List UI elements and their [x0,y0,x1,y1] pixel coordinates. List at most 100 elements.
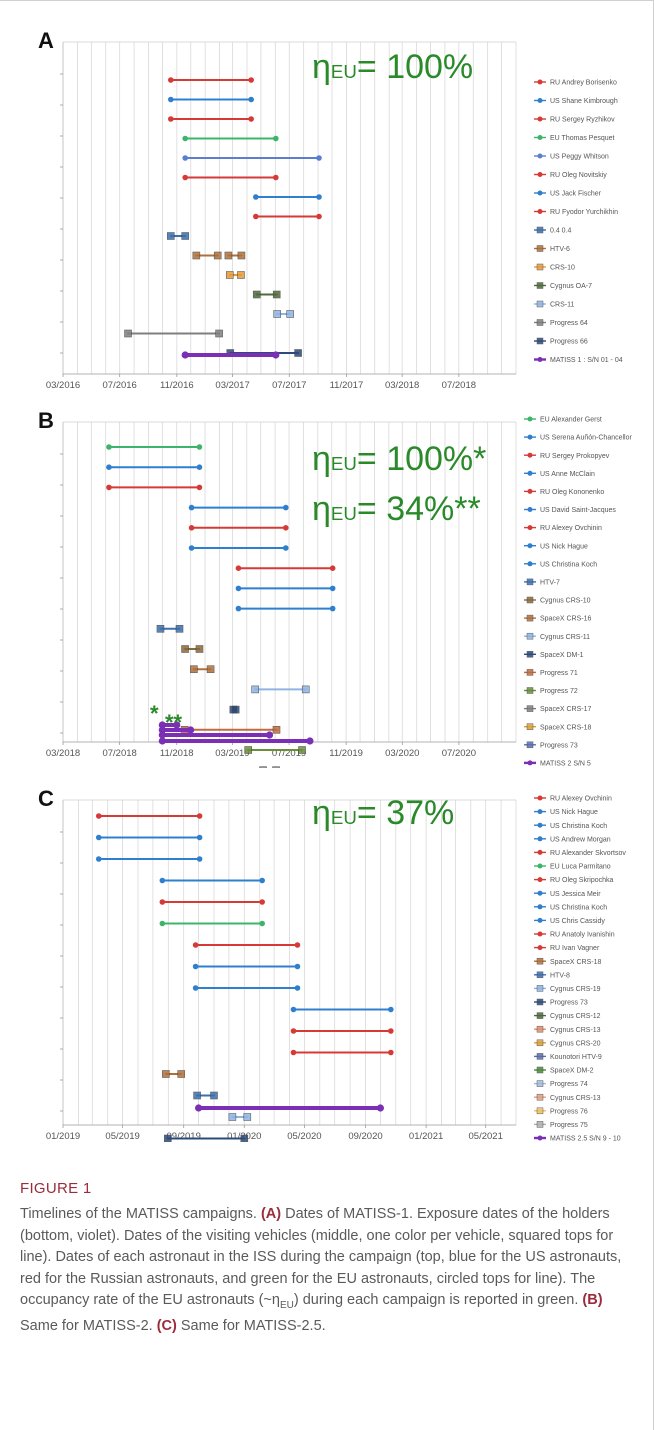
legend-label: SpaceX DM-1 [540,652,584,659]
series-endpoint-circle [158,726,166,734]
legend-marker-square [536,1012,544,1019]
series-endpoint-circle [95,856,102,862]
legend-label: Progress 66 [550,339,588,346]
series-endpoint-circle [290,1028,297,1034]
legend-label: RU Anatoly Ivanishin [550,932,615,939]
legend-marker-square [526,705,534,712]
legend-marker-circle [537,836,543,842]
legend-marker-square [536,1093,544,1101]
legend-marker-circle [537,209,543,214]
caption-segment: Dates of MATISS-1. Exposure dates of the… [20,1206,622,1308]
legend-label: SpaceX CRS-18 [550,959,601,966]
legend-label: 0.4 0.4 [550,228,572,235]
legend-label: Cygnus CRS-19 [550,986,601,993]
series-endpoint-square [244,746,252,754]
figure-label: FIGURE 1 [20,1180,92,1197]
series-endpoint-square [251,685,259,694]
legend-marker-square [536,998,544,1006]
series-endpoint-circle [329,585,336,592]
legend-label: Cygnus CRS-20 [550,1040,601,1047]
legend-marker-square [526,669,534,676]
x-tick-label: 03/2019 [215,748,249,759]
x-tick-label: 11/2018 [160,748,194,759]
series-endpoint-circle [188,525,195,531]
series-endpoint-circle [95,834,102,841]
legend-label: Progress 74 [550,1081,588,1088]
caption-segment: ) during each campaign is reported in gr… [293,1292,583,1308]
series-endpoint-circle [265,731,274,739]
series-endpoint-square [259,766,267,768]
series-endpoint-circle [235,585,242,592]
series-endpoint-square [210,1091,218,1100]
legend-label: SpaceX CRS-16 [540,616,591,623]
legend-label: HTV-7 [540,580,560,587]
legend-label: Cygnus CRS-10 [540,598,591,605]
legend-label: MATISS 2.5 S/N 9 - 10 [550,1136,621,1142]
series-endpoint-square [294,349,302,357]
caption-segment: Timelines of the MATISS campaigns. [20,1206,261,1222]
legend-marker-square [526,687,534,694]
series-endpoint-circle [158,721,166,729]
legend-marker-square [526,651,534,658]
series-endpoint-circle [388,1028,394,1034]
series-endpoint-circle [316,194,322,200]
panel-a-chart: A 03/2016 07/2016 11/2016 03/2017 07/2017 11/2… [38,28,623,391]
series-endpoint-square [272,290,281,299]
series-endpoint-circle [282,504,289,511]
series-endpoint-circle [316,155,322,161]
legend-label: Progress 71 [540,670,578,677]
eta-annotation: ηEU= 100%* [312,440,486,478]
x-tick-label: 05/2021 [469,1131,503,1142]
series-endpoint-square [298,746,306,754]
x-tick-label: 01/2019 [46,1131,80,1142]
series-endpoint-square [181,645,189,653]
legend-marker-circle [527,416,533,422]
legend-label: US Andrew Morgan [550,836,611,843]
legend-marker-square [526,632,534,640]
eta-annotation: * [150,701,159,726]
eta-annotation: ηEU= 100% [312,48,473,86]
series-endpoint-circle [195,1104,203,1112]
legend-label: RU Alexey Ovchinin [540,525,602,532]
legend-marker-circle [527,452,533,458]
series-endpoint-circle [248,77,254,83]
legend-label: US Serena Auñón-Chancellor [540,435,633,442]
series-endpoint-square [156,625,165,633]
series-endpoint-circle [173,721,181,729]
series-endpoint-circle [196,444,203,450]
legend-marker-circle [527,507,533,512]
legend-label: US David Saint-Jacques [540,507,616,514]
series-endpoint-circle [282,525,289,531]
legend-marker-square [536,245,544,252]
legend-marker-square [536,957,544,965]
series-endpoint-circle [253,194,259,200]
series-endpoint-circle [196,834,203,841]
series-endpoint-circle [106,464,112,470]
legend-label: US Christina Koch [550,904,607,911]
legend-label: RU Andrey Borisenko [550,80,617,87]
series-endpoint-square [273,310,281,318]
legend-marker-circle [537,79,543,85]
series-endpoint-circle [329,605,336,612]
series-endpoint-square [190,665,198,674]
legend-marker-circle [527,760,533,766]
legend-label: Cygnus CRS-13 [550,1095,601,1102]
legend-marker-circle [537,357,543,362]
legend-label: Cygnus CRS-12 [550,1013,601,1020]
legend-label: MATISS 1 : S/N 01 - 04 [550,357,623,364]
legend-marker-circle [537,822,543,828]
series-endpoint-square [301,685,310,694]
x-tick-label: 09/2019 [167,1131,201,1142]
series-endpoint-square [192,251,201,260]
series-endpoint-circle [196,464,203,470]
legend-label: US Christina Koch [550,823,607,830]
eta-annotation: ηEU= 37% [312,794,454,832]
series-endpoint-circle [253,213,259,220]
legend-label: Cygnus CRS-11 [540,634,590,641]
series-endpoint-square [215,329,223,338]
legend-marker-circle [537,890,543,896]
x-tick-label: 07/2016 [103,380,137,391]
panel-letter: C [38,786,54,811]
series-endpoint-square [243,1113,252,1121]
series-endpoint-circle [294,963,301,970]
